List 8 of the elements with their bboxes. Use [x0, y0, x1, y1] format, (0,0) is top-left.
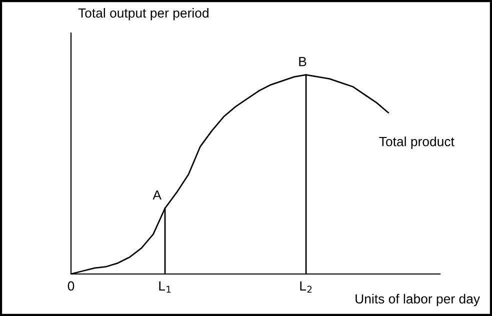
x-tick-label: L$_{1}$ [159, 281, 171, 293]
ref-line-label: A [152, 190, 162, 200]
y-axis-title: Total output per period [78, 8, 208, 20]
x-tick-label: L$_{2}$ [300, 281, 312, 293]
x-axis-title: Units of labor per day [356, 294, 480, 306]
x-tick-label: 0 [68, 281, 74, 291]
ref-line-label: B [299, 57, 306, 66]
series-label: Total product [379, 136, 454, 149]
